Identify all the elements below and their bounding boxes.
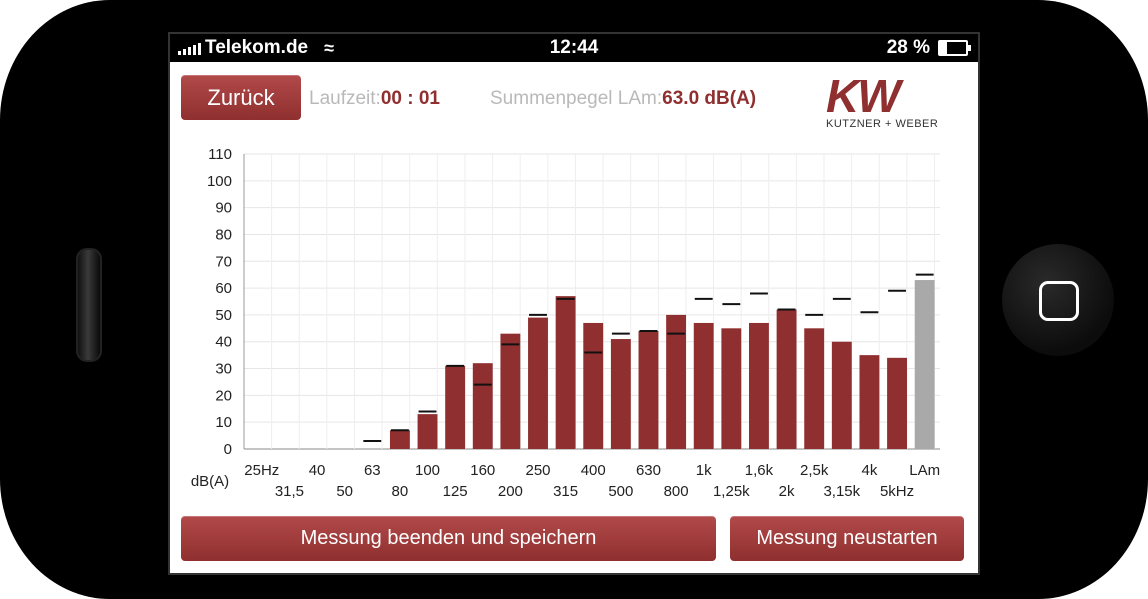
y-tick-label: 0 <box>224 441 232 458</box>
sum-level-display: Summenpegel LAm:63.0 dB(A) <box>490 88 756 110</box>
spectrum-bar <box>610 339 631 449</box>
sum-level-value: 63.0 dB(A) <box>662 88 757 109</box>
wifi-icon: ≈ <box>324 37 335 58</box>
back-button[interactable]: Zurück <box>181 75 301 120</box>
x-tick-label: 31,5 <box>275 483 304 500</box>
status-bar: Telekom.de ≈ 12:44 28 % <box>170 34 978 62</box>
y-tick-label: 20 <box>215 387 232 404</box>
kutzner-weber-logo: KW KUTZNER + WEBER <box>826 70 942 130</box>
x-tick-label: 125 <box>443 483 468 500</box>
spectrum-bar <box>831 341 852 449</box>
x-tick-label: 80 <box>392 483 409 500</box>
y-axis-label: dB(A) <box>191 473 229 490</box>
x-tick-label: 63 <box>364 462 381 479</box>
spectrum-bar <box>804 328 825 449</box>
x-tick-label: 50 <box>336 483 353 500</box>
spectrum-bar <box>859 355 880 449</box>
x-tick-label: 800 <box>664 483 689 500</box>
spectrum-bar <box>417 414 438 449</box>
spectrum-bar <box>638 331 659 449</box>
runtime-label: Laufzeit: <box>309 88 381 109</box>
x-tick-label: 315 <box>553 483 578 500</box>
x-tick-label: 500 <box>608 483 633 500</box>
x-tick-label: LAm <box>909 462 940 479</box>
runtime-display: Laufzeit:00 : 01 <box>309 88 440 110</box>
clock: 12:44 <box>549 37 599 58</box>
y-tick-label: 50 <box>215 307 232 324</box>
carrier-name: Telekom.de <box>205 37 309 58</box>
battery-icon <box>938 40 971 56</box>
spectrum-bar <box>500 333 521 449</box>
signal-icon <box>178 41 201 55</box>
app-screen: Telekom.de ≈ 12:44 28 % Zurück Laufzeit:… <box>168 32 980 575</box>
y-tick-label: 30 <box>215 361 232 378</box>
spectrum-bar <box>721 328 742 449</box>
x-tick-label: 400 <box>581 462 606 479</box>
spectrum-bar <box>445 365 466 449</box>
y-tick-label: 80 <box>215 226 232 243</box>
x-tick-label: 25Hz <box>244 462 279 479</box>
x-tick-label: 100 <box>415 462 440 479</box>
x-tick-label: 1k <box>696 462 712 479</box>
spectrum-bar <box>389 430 410 449</box>
x-tick-label: 160 <box>470 462 495 479</box>
y-tick-label: 110 <box>208 146 232 163</box>
carrier-group: Telekom.de ≈ <box>178 37 334 59</box>
x-tick-label: 630 <box>636 462 661 479</box>
spectrum-bar <box>472 363 493 449</box>
x-tick-label: 3,15k <box>823 483 860 500</box>
y-tick-label: 90 <box>215 200 232 217</box>
y-tick-label: 10 <box>215 414 232 431</box>
x-tick-label: 1,25k <box>713 483 750 500</box>
home-button[interactable] <box>1002 244 1114 356</box>
x-tick-label: 250 <box>525 462 550 479</box>
y-tick-label: 70 <box>215 253 232 270</box>
battery-percent: 28 % <box>886 37 930 58</box>
x-tick-label: 2k <box>779 483 795 500</box>
x-tick-label: 40 <box>309 462 326 479</box>
sum-level-label: Summenpegel LAm: <box>490 88 663 109</box>
spectrum-bar <box>776 309 797 449</box>
y-tick-label: 40 <box>215 334 232 351</box>
spectrum-bar <box>583 322 604 449</box>
restart-button[interactable]: Messung neustarten <box>730 516 964 561</box>
x-tick-label: 200 <box>498 483 523 500</box>
lam-bar <box>914 280 935 449</box>
battery-group: 28 % <box>886 37 971 59</box>
spectrum-bar <box>693 322 714 449</box>
x-tick-label: 1,6k <box>745 462 774 479</box>
spectrum-bar <box>749 322 769 449</box>
earpiece <box>76 248 102 362</box>
spectrum-bar <box>887 357 907 449</box>
y-tick-label: 100 <box>207 173 232 190</box>
y-tick-label: 60 <box>215 280 232 297</box>
spectrum-bar <box>555 296 576 449</box>
x-tick-label: 4k <box>862 462 878 479</box>
home-square-icon <box>1039 281 1079 321</box>
logo-subtitle: KUTZNER + WEBER <box>826 118 939 130</box>
spectrum-bar <box>666 314 687 449</box>
x-tick-label: 2,5k <box>800 462 829 479</box>
runtime-value: 00 : 01 <box>380 88 440 109</box>
spectrum-bar <box>528 317 548 449</box>
logo-mark: KW <box>826 70 901 122</box>
x-tick-label: 5kHz <box>880 483 914 500</box>
stop-and-save-button[interactable]: Messung beenden und speichern <box>181 516 716 561</box>
